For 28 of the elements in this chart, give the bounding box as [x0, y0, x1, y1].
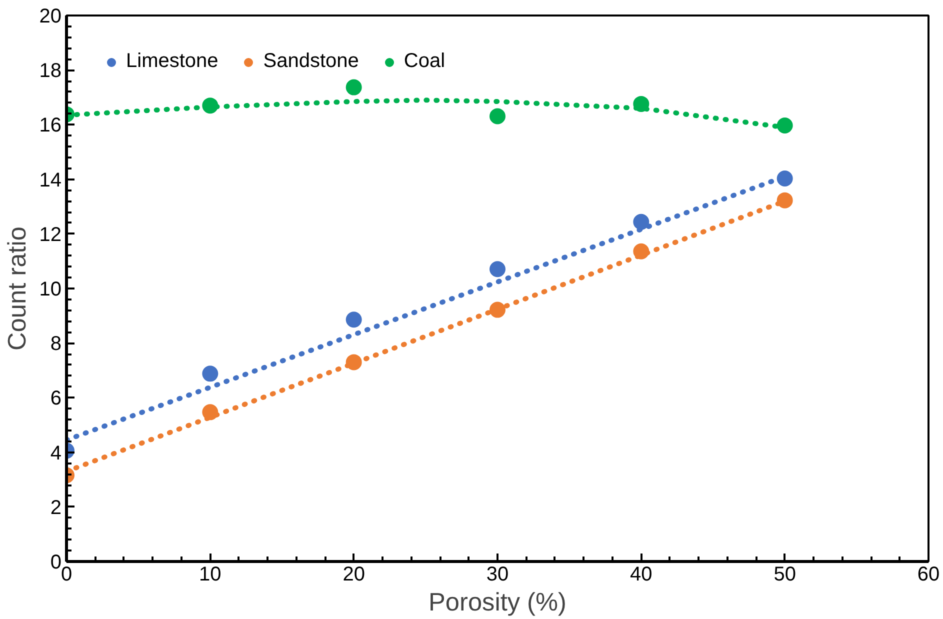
- x-tick-label: 50: [774, 564, 796, 586]
- y-tick-label: 6: [50, 388, 62, 410]
- y-tick-label: 16: [39, 114, 62, 137]
- x-tick-label: 40: [630, 564, 652, 586]
- y-tick-label: 18: [39, 60, 62, 82]
- point: [490, 261, 506, 278]
- y-tick-label: 8: [50, 333, 62, 356]
- point: [633, 214, 650, 230]
- legend-label: Limestone: [126, 50, 218, 73]
- legend-label: Sandstone: [263, 50, 359, 73]
- legend-label: Coal: [404, 50, 446, 73]
- x-axis-title: Porosity (%): [428, 588, 566, 616]
- point: [346, 312, 362, 328]
- point: [490, 108, 506, 124]
- x-tick-label: 10: [199, 564, 222, 586]
- y-tick-label: 20: [39, 6, 62, 28]
- x-tick-label: 20: [342, 564, 365, 586]
- y-tick-label: 2: [50, 496, 62, 519]
- point: [346, 79, 362, 96]
- point: [776, 192, 793, 208]
- x-tick-label: 60: [917, 564, 940, 586]
- y-tick-label: 4: [50, 442, 62, 464]
- x-tick-label: 30: [486, 564, 509, 586]
- point: [202, 366, 218, 382]
- y-tick-label: 14: [39, 169, 62, 192]
- y-axis-title: Count ratio: [3, 226, 32, 350]
- y-tick-label: 12: [39, 224, 62, 246]
- y-tick-label: 10: [39, 278, 62, 300]
